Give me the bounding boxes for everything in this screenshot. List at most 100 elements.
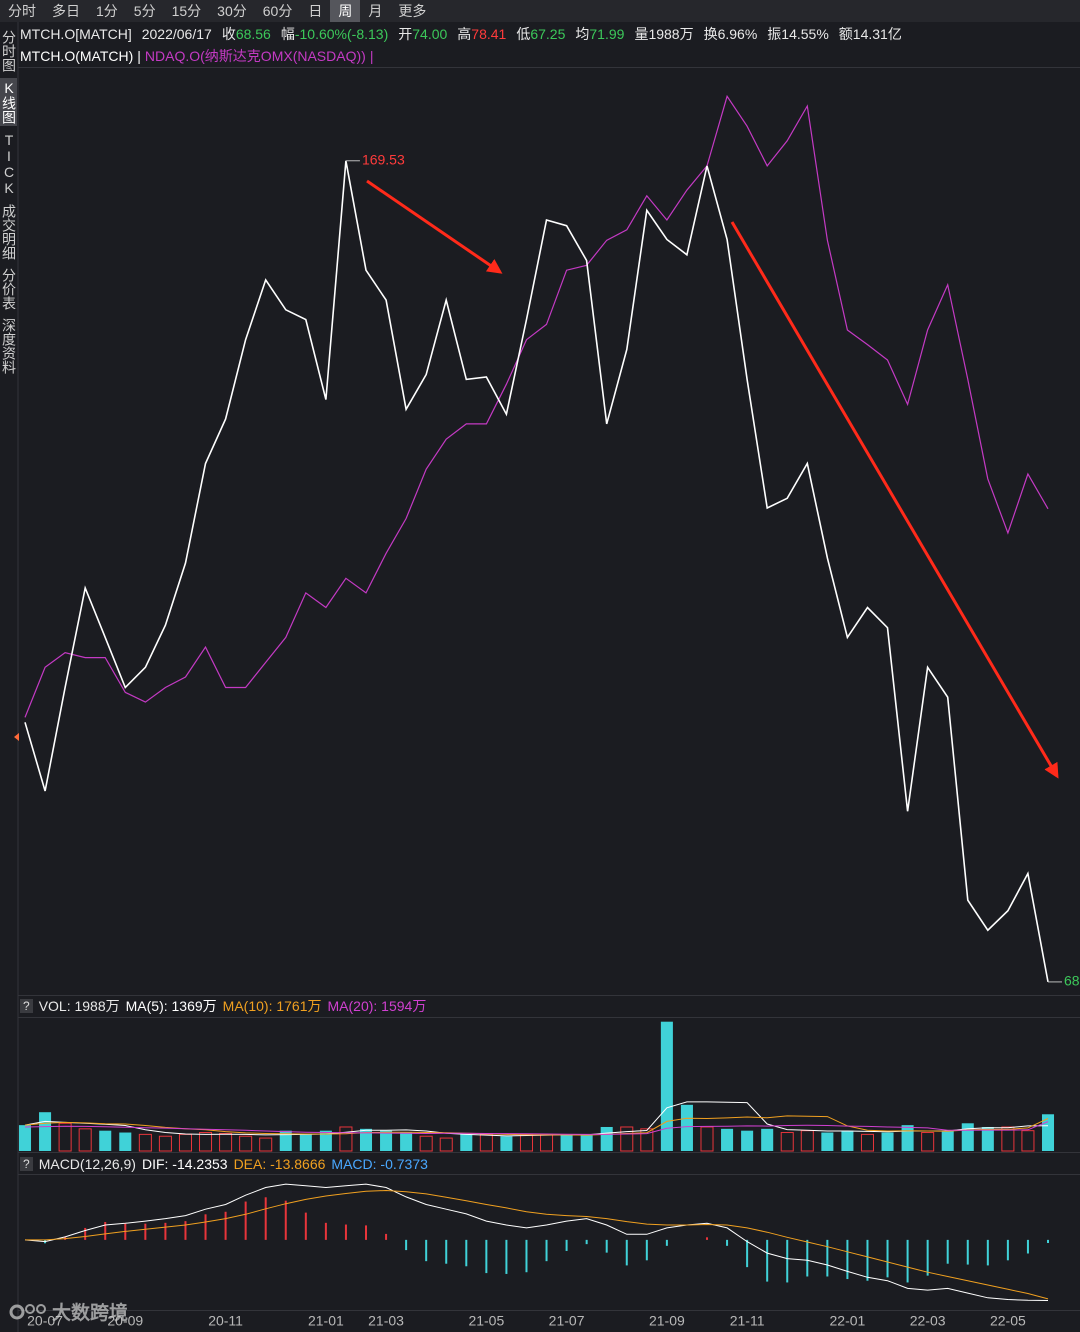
macd-bar bbox=[726, 1239, 729, 1246]
quote-field: 高78.41 bbox=[457, 24, 506, 44]
macd-bar bbox=[304, 1212, 307, 1240]
volume-bar bbox=[259, 1137, 273, 1152]
side-tab[interactable]: K线图 bbox=[0, 78, 17, 126]
quote-field: 低67.25 bbox=[516, 24, 565, 44]
toolbar-tab[interactable]: 更多 bbox=[398, 3, 427, 19]
volume-bar bbox=[439, 1137, 453, 1152]
panel-title: MACD(12,26,9) bbox=[38, 1156, 136, 1172]
macd-bar bbox=[906, 1239, 909, 1283]
quote-field: 振14.55% bbox=[767, 24, 828, 44]
macd-bar bbox=[986, 1239, 989, 1266]
macd-bar bbox=[104, 1221, 107, 1240]
x-tick-label: 21-11 bbox=[730, 1313, 765, 1329]
toolbar-tab[interactable]: 1分 bbox=[96, 3, 118, 19]
macd-bar bbox=[385, 1233, 388, 1240]
volume-bar bbox=[941, 1130, 954, 1151]
field-value: 74.00 bbox=[412, 26, 448, 42]
volume-bar bbox=[1041, 1114, 1055, 1151]
macd-bar bbox=[405, 1239, 408, 1251]
volume-bar bbox=[821, 1132, 834, 1151]
volume-bar bbox=[78, 1128, 92, 1152]
side-tab[interactable]: 深度资料 bbox=[1, 318, 17, 374]
macd-bar bbox=[786, 1239, 789, 1283]
volume-bar bbox=[199, 1132, 213, 1152]
value-label: 68 bbox=[1064, 973, 1080, 989]
macd-bar bbox=[846, 1239, 849, 1280]
volume-bar bbox=[540, 1133, 554, 1152]
macd-bar bbox=[1006, 1239, 1009, 1261]
field-value: -10.60%(-8.13) bbox=[294, 26, 389, 42]
macd-bar bbox=[966, 1239, 969, 1265]
legend-entry: MA(5): 1369万 bbox=[125, 998, 217, 1014]
legend-entry: DIF: -14.2353 bbox=[141, 1156, 228, 1172]
volume-bar bbox=[279, 1130, 292, 1151]
legend-entry: VOL: 1988万 bbox=[38, 998, 120, 1014]
x-tick-label: 21-05 bbox=[468, 1313, 504, 1329]
macd-bar bbox=[545, 1239, 548, 1262]
toolbar-tab[interactable]: 多日 bbox=[52, 3, 80, 19]
help-icon[interactable]: ? bbox=[20, 999, 33, 1013]
watermark: 大数跨境 bbox=[8, 1298, 128, 1325]
macd-bar bbox=[665, 1239, 668, 1246]
volume-bar bbox=[800, 1130, 814, 1152]
quote-field: 均71.99 bbox=[575, 24, 624, 44]
toolbar-tab[interactable]: 5分 bbox=[133, 3, 156, 19]
toolbar-tab[interactable]: 周 bbox=[330, 0, 361, 22]
volume-bar bbox=[400, 1132, 413, 1151]
series-line bbox=[24, 94, 1049, 718]
volume-bar bbox=[479, 1133, 493, 1152]
watermark-text: 大数跨境 bbox=[52, 1303, 129, 1324]
volume-bar bbox=[419, 1135, 433, 1152]
macd-bar bbox=[244, 1201, 247, 1240]
volume-bar bbox=[239, 1135, 253, 1152]
toolbar-tab[interactable]: 30分 bbox=[217, 3, 247, 19]
side-tab[interactable]: TICK bbox=[1, 132, 17, 196]
macd-bar bbox=[144, 1223, 147, 1240]
volume-bar bbox=[741, 1130, 754, 1151]
toolbar-tab[interactable]: 月 bbox=[368, 3, 383, 19]
field-label: 额 bbox=[838, 26, 853, 42]
volume-bar bbox=[921, 1132, 935, 1152]
legend-separator: | bbox=[369, 48, 374, 64]
volume-bar bbox=[519, 1133, 533, 1152]
volume-bar bbox=[881, 1132, 894, 1151]
volume-bar bbox=[359, 1128, 373, 1151]
volume-bar bbox=[841, 1130, 854, 1151]
sidebar: 分时图 K线图 TICK 成交明细分价表深度资料 bbox=[0, 28, 17, 376]
legend-entry: MA(10): 1761万 bbox=[222, 998, 322, 1014]
x-tick-label: 22-05 bbox=[990, 1313, 1026, 1329]
quote-field: 幅-10.60%(-8.13) bbox=[281, 24, 388, 44]
volume-bar bbox=[460, 1134, 473, 1151]
macd-bar bbox=[926, 1239, 929, 1276]
volume-bar bbox=[219, 1132, 233, 1152]
field-label: 振 bbox=[767, 26, 782, 42]
symbol: MTCH.O[MATCH] bbox=[20, 26, 132, 42]
volume-bar bbox=[640, 1128, 654, 1152]
side-tab[interactable]: 成交明细 bbox=[1, 204, 17, 260]
x-tick-label: 21-09 bbox=[649, 1313, 685, 1329]
quote-bar: MTCH.O[MATCH] 2022/06/17 收68.56 幅-10.60%(-8… bbox=[20, 23, 1080, 45]
volume-bar bbox=[1021, 1130, 1035, 1152]
series-line bbox=[24, 1183, 1049, 1301]
toolbar-tab[interactable]: 日 bbox=[308, 3, 323, 19]
volume-bar bbox=[138, 1133, 152, 1152]
volume-bar bbox=[721, 1128, 734, 1151]
quote-field: 收68.56 bbox=[222, 24, 271, 44]
side-tab[interactable]: 分价表 bbox=[1, 268, 17, 310]
volume-bar bbox=[99, 1130, 112, 1151]
x-tick-label: 21-03 bbox=[368, 1313, 404, 1329]
toolbar-tab[interactable]: 分时 bbox=[8, 3, 36, 19]
side-tab[interactable]: 分时图 bbox=[1, 30, 17, 72]
toolbar-tab[interactable]: 60分 bbox=[262, 3, 293, 19]
macd-bar bbox=[204, 1214, 207, 1240]
field-label: 收 bbox=[221, 26, 236, 42]
help-icon[interactable]: ? bbox=[20, 1157, 33, 1171]
field-value: 68.56 bbox=[235, 26, 271, 42]
macd-bar bbox=[605, 1239, 608, 1253]
toolbar-tab[interactable]: 15分 bbox=[171, 3, 202, 19]
value-label: 169.53 bbox=[362, 151, 405, 167]
x-tick-label: 20-11 bbox=[208, 1313, 243, 1329]
macd-bar bbox=[224, 1211, 227, 1240]
macd-bar bbox=[766, 1239, 769, 1282]
